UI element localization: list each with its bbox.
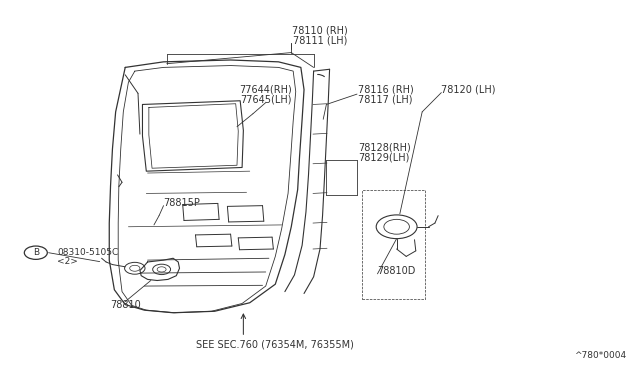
Text: 78129(LH): 78129(LH) — [358, 152, 410, 162]
Text: ^780*0004: ^780*0004 — [575, 351, 627, 360]
Text: 78117 (LH): 78117 (LH) — [358, 94, 413, 105]
Text: 78815P: 78815P — [164, 198, 200, 208]
Text: 78111 (LH): 78111 (LH) — [293, 35, 347, 45]
Text: <2>: <2> — [57, 257, 78, 266]
Text: 78128(RH): 78128(RH) — [358, 142, 411, 152]
Text: B: B — [33, 248, 39, 257]
Text: 78810D: 78810D — [378, 266, 416, 276]
Text: 78810: 78810 — [110, 300, 141, 310]
Text: 77644(RH): 77644(RH) — [239, 85, 292, 94]
Text: 08310-5105C: 08310-5105C — [57, 248, 118, 257]
Text: 78110 (RH): 78110 (RH) — [292, 25, 348, 35]
Text: SEE SEC.760 (76354M, 76355M): SEE SEC.760 (76354M, 76355M) — [196, 340, 354, 350]
Text: 78116 (RH): 78116 (RH) — [358, 85, 414, 94]
Text: 77645(LH): 77645(LH) — [240, 94, 291, 105]
Text: 78120 (LH): 78120 (LH) — [442, 85, 496, 94]
